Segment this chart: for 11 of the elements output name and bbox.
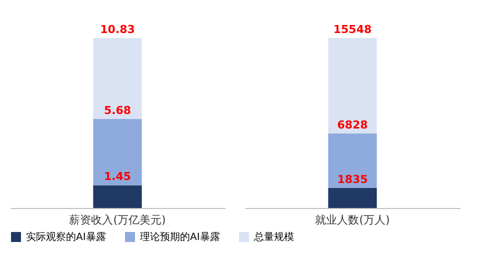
annotation: 6828 — [337, 118, 368, 132]
data-label: 1.45 — [104, 170, 132, 184]
total-label: 15548 — [333, 23, 372, 36]
total-label: 10.83 — [100, 23, 135, 36]
legend-label: 总量规模 — [253, 231, 294, 243]
annotation: 5.68 — [104, 104, 132, 117]
legend-label: 理论预期的AI暴露 — [140, 231, 220, 243]
x-tick-label: 薪资收入(万亿美元) — [69, 214, 166, 226]
x-tick-label: 就业人数(万人) — [315, 214, 390, 226]
data-label: 1835 — [337, 172, 368, 186]
legend-label: 实际观察的AI暴露 — [26, 231, 106, 243]
